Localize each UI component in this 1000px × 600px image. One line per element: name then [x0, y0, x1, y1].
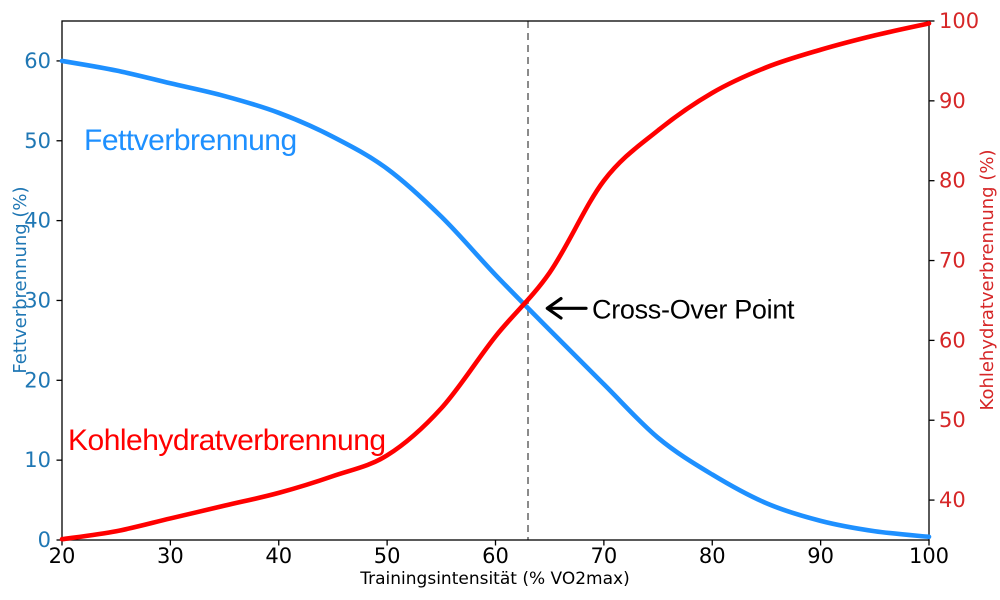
right-y-tick-label: 50	[939, 408, 966, 432]
x-tick-label: 30	[157, 544, 184, 568]
fat-series-label: Fettverbrennung	[84, 124, 297, 157]
left-y-tick-label: 0	[38, 528, 51, 552]
left-y-tick-label: 50	[24, 129, 51, 153]
right-y-tick-label: 40	[939, 488, 966, 512]
crossover-arrow	[545, 297, 588, 320]
left-y-tick-label: 40	[24, 209, 51, 233]
x-tick-label: 80	[699, 544, 726, 568]
right-y-tick-label: 70	[939, 249, 966, 273]
right-y-tick-label: 100	[939, 9, 979, 33]
left-y-axis-label: Fettverbrennung (%)	[10, 186, 31, 373]
chart-layer: 20 30 40 50 60 70 80 90 100 0 10 20 30 40 50 60 40 50 60 70…	[24, 9, 979, 568]
x-tick-label: 50	[374, 544, 401, 568]
x-tick-label: 20	[49, 544, 76, 568]
x-tick-label: 100	[909, 544, 949, 568]
right-y-axis-label: Kohlehydratverbrennung (%)	[977, 150, 998, 411]
right-y-tick-label: 60	[939, 328, 966, 352]
x-tick-label: 90	[807, 544, 834, 568]
crossover-annotation-text: Cross-Over Point	[592, 295, 795, 325]
carb-series-label: Kohlehydratverbrennung	[68, 424, 386, 457]
left-y-tick-label: 30	[24, 288, 51, 312]
left-y-tick-label: 60	[24, 49, 51, 73]
x-tick-label: 40	[265, 544, 292, 568]
x-tick-label: 70	[591, 544, 618, 568]
plot-spines	[61, 20, 930, 541]
x-axis-label: Trainingsintensität (% VO2max)	[359, 569, 629, 589]
right-y-tick-label: 90	[939, 89, 966, 113]
series-curve-fat	[59, 58, 932, 540]
left-y-tick-label: 10	[24, 448, 51, 472]
x-tick-label: 60	[482, 544, 509, 568]
right-y-tick-label: 80	[939, 169, 966, 193]
left-y-tick-label: 20	[24, 368, 51, 392]
series-curve-carb	[59, 21, 932, 542]
